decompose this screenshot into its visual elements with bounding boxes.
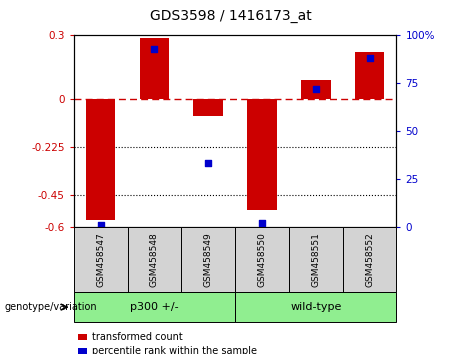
Text: GDS3598 / 1416173_at: GDS3598 / 1416173_at — [150, 9, 311, 23]
Point — [205, 161, 212, 166]
Point — [97, 222, 104, 228]
Bar — [194, 99, 223, 116]
Text: GSM458549: GSM458549 — [204, 232, 213, 287]
Text: GSM458547: GSM458547 — [96, 232, 105, 287]
Text: p300 +/-: p300 +/- — [130, 302, 179, 312]
Bar — [301, 80, 331, 99]
Bar — [355, 52, 384, 99]
Text: GSM458550: GSM458550 — [258, 232, 266, 287]
Text: percentile rank within the sample: percentile rank within the sample — [92, 346, 257, 354]
Text: transformed count: transformed count — [92, 332, 183, 342]
Point — [312, 86, 319, 92]
Text: GSM458548: GSM458548 — [150, 232, 159, 287]
Text: wild-type: wild-type — [290, 302, 342, 312]
Bar — [247, 99, 277, 210]
Bar — [86, 99, 115, 220]
Point — [258, 220, 266, 225]
Text: GSM458552: GSM458552 — [365, 232, 374, 287]
Text: GSM458551: GSM458551 — [311, 232, 320, 287]
Point — [151, 46, 158, 52]
Point — [366, 56, 373, 61]
Bar — [140, 38, 169, 99]
Text: genotype/variation: genotype/variation — [5, 302, 97, 312]
